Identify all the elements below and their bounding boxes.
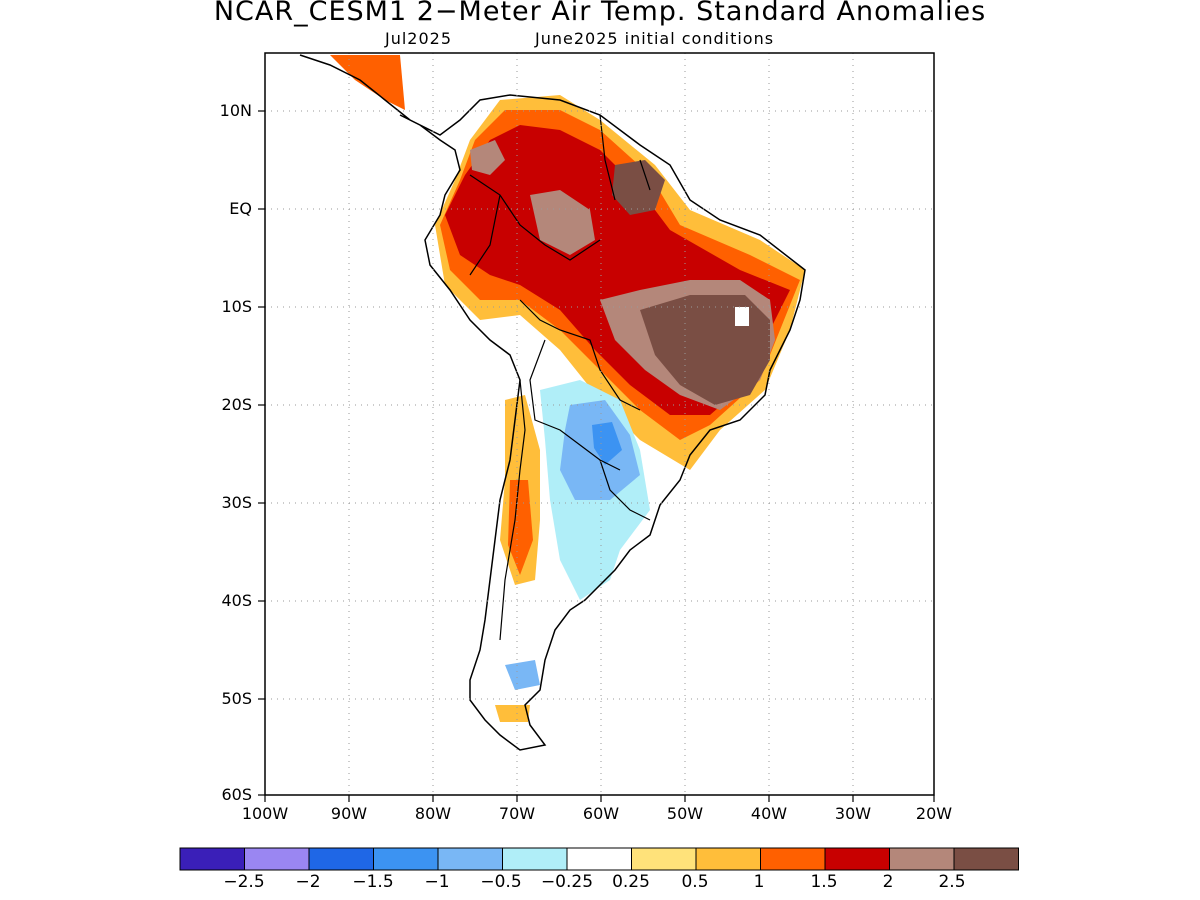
- lat-label-eq: EQ: [229, 199, 252, 218]
- colorbar-swatch: [760, 847, 826, 871]
- map-frame: [264, 52, 935, 796]
- axis-ticks: [258, 110, 935, 802]
- lon-label-70w: 70W: [498, 804, 536, 823]
- anomaly-field: [299, 54, 806, 751]
- lon-label-60w: 60W: [582, 804, 620, 823]
- colorbar-swatch: [889, 847, 955, 871]
- valid-month: Jul2025: [385, 29, 453, 48]
- lat-label-20s: 20S: [221, 395, 252, 414]
- lon-label-20w: 20W: [915, 804, 953, 823]
- colorbar-label: 2.5: [938, 872, 966, 892]
- colorbar-swatch: [695, 847, 761, 871]
- colorbar-label: −1: [424, 872, 450, 892]
- colorbar-label: 0.25: [612, 872, 650, 892]
- colorbar-label: −1.5: [352, 872, 394, 892]
- lat-label-30s: 30S: [221, 493, 252, 512]
- lat-label-50s: 50S: [221, 689, 252, 708]
- lon-label-100w: 100W: [241, 804, 289, 823]
- colorbar-swatch: [502, 847, 568, 871]
- colorbar-swatch: [179, 847, 245, 871]
- lat-label-60s: 60S: [221, 785, 252, 804]
- missing-data-cell: [735, 307, 749, 326]
- colorbar-swatch: [244, 847, 310, 871]
- country-borders: [469, 114, 651, 641]
- warm-region-colombia-tan: [470, 140, 505, 175]
- lat-label-10s: 10S: [221, 297, 252, 316]
- colorbar-swatch: [373, 847, 439, 871]
- colorbar-label: −0.5: [480, 872, 522, 892]
- warm-region-tierra: [495, 705, 530, 722]
- colorbar-swatch: [566, 847, 632, 871]
- lat-label-40s: 40S: [221, 591, 252, 610]
- warm-region-central-america: [330, 55, 405, 110]
- warm-region-north-tan: [530, 190, 595, 255]
- colorbar-swatch: [437, 847, 503, 871]
- colorbar: [179, 847, 1019, 871]
- colorbar-label: −2.5: [223, 872, 265, 892]
- coastline: [299, 54, 806, 751]
- lat-label-10n: 10N: [219, 101, 252, 120]
- colorbar-label: −0.25: [540, 872, 594, 892]
- warm-region-guiana-brown: [612, 160, 665, 215]
- lon-label-90w: 90W: [330, 804, 368, 823]
- cool-region-patagonia: [505, 660, 540, 690]
- colorbar-label: 1: [753, 872, 765, 892]
- cool-region-darkblue: [592, 422, 622, 465]
- colorbar-label: 1.5: [810, 872, 838, 892]
- lon-label-40w: 40W: [750, 804, 788, 823]
- colorbar-swatch: [824, 847, 890, 871]
- grid: [265, 53, 934, 795]
- chart-title: NCAR_CESM1 2−Meter Air Temp. Standard An…: [213, 0, 987, 27]
- colorbar-swatch: [631, 847, 697, 871]
- lon-label-50w: 50W: [666, 804, 704, 823]
- lon-label-80w: 80W: [414, 804, 452, 823]
- colorbar-swatch: [308, 847, 374, 871]
- init-conditions: June2025 initial conditions: [535, 29, 775, 48]
- lon-label-30w: 30W: [834, 804, 872, 823]
- colorbar-label: 2: [882, 872, 894, 892]
- colorbar-swatch: [953, 847, 1019, 871]
- colorbar-label: −2: [295, 872, 321, 892]
- colorbar-label: 0.5: [681, 872, 709, 892]
- warm-region-andes-inner: [508, 480, 533, 575]
